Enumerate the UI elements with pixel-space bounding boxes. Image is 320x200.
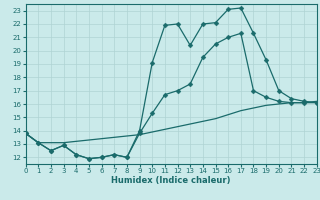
X-axis label: Humidex (Indice chaleur): Humidex (Indice chaleur) bbox=[111, 176, 231, 185]
